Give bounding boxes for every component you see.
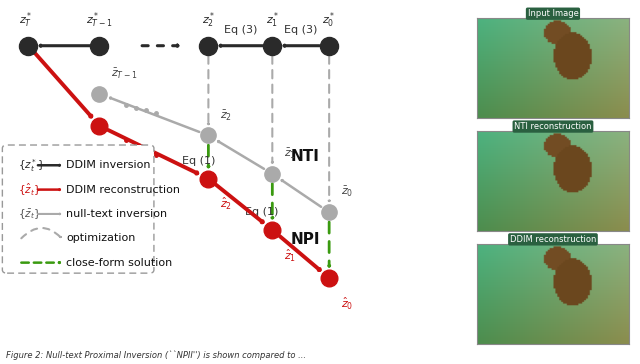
Text: $\hat{z}_{T-1}$: $\hat{z}_{T-1}$: [111, 145, 138, 161]
Text: $\bar{z}_1$: $\bar{z}_1$: [284, 147, 296, 161]
Text: close-form solution: close-form solution: [67, 258, 173, 268]
Text: $\hat{z}_2$: $\hat{z}_2$: [220, 196, 232, 213]
Text: $\hat{z}_0$: $\hat{z}_0$: [341, 296, 353, 312]
Text: DDIM inversion: DDIM inversion: [67, 160, 151, 170]
Text: $z_1^*$: $z_1^*$: [266, 10, 279, 30]
Text: $z_{T-1}^*$: $z_{T-1}^*$: [86, 10, 113, 30]
Text: $\bar{z}_{T-1}$: $\bar{z}_{T-1}$: [111, 67, 138, 81]
Text: NPI: NPI: [291, 232, 320, 247]
Text: NTI: NTI: [291, 149, 320, 164]
Text: Eq (3): Eq (3): [224, 24, 257, 35]
Text: $\{z_t^*\}$: $\{z_t^*\}$: [17, 157, 44, 174]
Title: Input Image: Input Image: [527, 9, 579, 18]
Text: Eq (1): Eq (1): [245, 207, 278, 217]
Text: DDIM reconstruction: DDIM reconstruction: [67, 185, 180, 195]
Text: $\bar{z}_2$: $\bar{z}_2$: [220, 108, 232, 123]
Text: $z_T^*$: $z_T^*$: [19, 10, 33, 30]
Text: $\{\bar{z}_t\}$: $\{\bar{z}_t\}$: [17, 207, 40, 221]
Title: NTI reconstruction: NTI reconstruction: [514, 122, 592, 131]
Text: optimization: optimization: [67, 233, 136, 243]
Text: Eq (1): Eq (1): [182, 156, 216, 166]
Text: null-text inversion: null-text inversion: [67, 209, 168, 219]
Text: $\{\hat{z}_t\}$: $\{\hat{z}_t\}$: [17, 182, 40, 198]
Title: DDIM reconstruction: DDIM reconstruction: [510, 235, 596, 244]
Text: $z_0^*$: $z_0^*$: [323, 10, 336, 30]
Text: $\bar{z}_0$: $\bar{z}_0$: [341, 186, 353, 199]
FancyBboxPatch shape: [3, 145, 154, 273]
Text: Figure 2: Null-text Proximal Inversion (``NPII'') is shown compared to ...: Figure 2: Null-text Proximal Inversion (…: [6, 351, 307, 360]
Text: $z_2^*$: $z_2^*$: [202, 10, 215, 30]
Text: Eq (3): Eq (3): [284, 24, 317, 35]
Text: $\hat{z}_1$: $\hat{z}_1$: [284, 248, 296, 264]
